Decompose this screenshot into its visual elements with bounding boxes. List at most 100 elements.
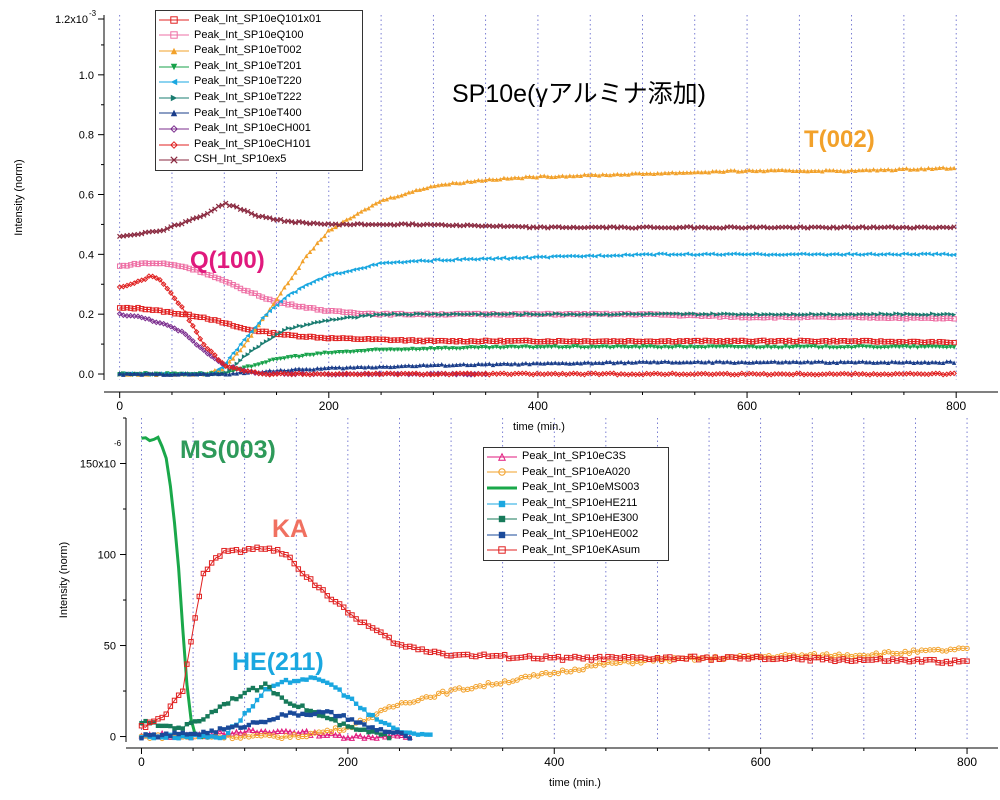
top-legend-marker [170, 94, 178, 101]
data-point [219, 320, 225, 326]
data-point [388, 312, 393, 317]
bottom-legend-swatch [487, 500, 517, 507]
data-point [937, 165, 942, 170]
data-point [933, 316, 939, 322]
data-point [687, 371, 694, 378]
data-point [951, 252, 957, 257]
data-point [863, 371, 870, 378]
data-point [233, 728, 240, 735]
data-point [662, 251, 668, 257]
data-point [255, 370, 262, 377]
data-point [542, 173, 547, 178]
data-point [816, 168, 821, 173]
data-point [746, 360, 752, 365]
top-legend-swatch [159, 156, 189, 164]
data-point [516, 312, 521, 317]
data-point [483, 312, 488, 318]
data-point [523, 311, 529, 316]
data-point [859, 314, 866, 321]
data-point [673, 344, 679, 349]
data-point [324, 593, 330, 599]
data-point [168, 290, 174, 296]
data-point [490, 370, 496, 377]
data-point [274, 728, 281, 735]
data-point [410, 258, 415, 264]
data-point [483, 361, 488, 367]
data-point [662, 311, 668, 316]
data-point [246, 687, 252, 693]
data-point [394, 370, 401, 377]
data-point [160, 260, 167, 266]
data-point [241, 354, 247, 359]
data-point [147, 721, 152, 726]
data-point [241, 337, 247, 342]
data-point [494, 177, 499, 182]
data-point [870, 338, 877, 345]
data-point [373, 734, 380, 741]
bottom-y-tick-label: 50 [104, 641, 116, 653]
data-point [315, 320, 320, 325]
data-point [545, 311, 551, 317]
data-point [388, 347, 393, 352]
data-point [889, 359, 895, 364]
data-point [413, 187, 419, 193]
data-point [728, 168, 734, 173]
data-point [766, 652, 772, 659]
annotation-he211: HE(211) [232, 648, 324, 676]
data-point [237, 324, 244, 331]
data-point [160, 227, 167, 233]
data-point [197, 214, 203, 220]
data-point [629, 660, 636, 667]
data-point [325, 715, 330, 721]
data-point [212, 371, 218, 376]
data-point [205, 714, 210, 719]
data-point [263, 360, 269, 365]
data-point [337, 316, 342, 322]
data-point [502, 652, 508, 658]
data-point [277, 370, 284, 377]
data-point [413, 370, 420, 377]
data-point [204, 566, 211, 573]
data-point [622, 360, 627, 366]
data-point [644, 359, 649, 364]
data-point [322, 350, 327, 356]
data-point [498, 312, 503, 317]
data-point [293, 325, 298, 330]
data-point [362, 365, 368, 370]
data-point [254, 697, 260, 703]
data-point [826, 339, 833, 345]
data-point [585, 345, 591, 350]
data-point [387, 337, 394, 344]
data-point [710, 168, 715, 174]
data-point [147, 732, 152, 738]
data-point [574, 360, 580, 365]
data-point [911, 166, 917, 172]
data-point [633, 170, 638, 176]
data-point [322, 233, 327, 239]
data-point [893, 344, 898, 349]
data-point [717, 311, 723, 317]
data-point [903, 224, 910, 230]
data-point [146, 273, 152, 280]
data-point [456, 685, 463, 691]
data-point [303, 733, 310, 740]
data-point [863, 337, 869, 344]
data-point [292, 703, 297, 708]
bottom-legend-swatch [487, 546, 517, 555]
data-point [431, 338, 438, 344]
data-point [487, 345, 492, 351]
data-point [692, 345, 697, 350]
data-point [399, 260, 404, 265]
data-point [504, 338, 511, 344]
data-point [226, 364, 233, 371]
data-point [415, 697, 421, 704]
data-point [648, 252, 653, 257]
data-point [585, 253, 591, 258]
data-point [124, 371, 130, 376]
data-point [116, 310, 123, 317]
data-point [311, 320, 316, 326]
data-point [300, 324, 305, 329]
data-point [632, 338, 639, 345]
bottom-legend-swatch [487, 468, 517, 477]
data-point [190, 267, 196, 273]
